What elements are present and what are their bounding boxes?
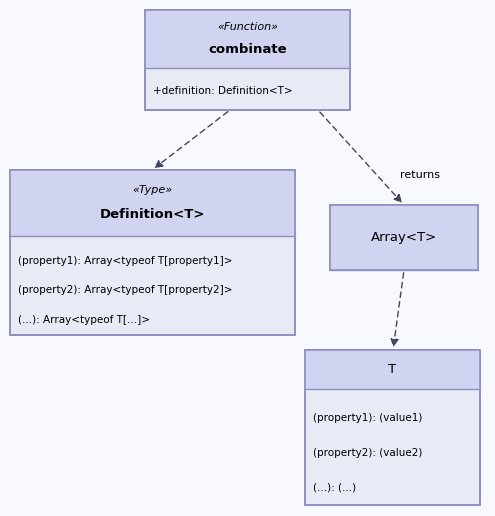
Text: (...): Array<typeof T[...]>: (...): Array<typeof T[...]> [18,315,150,325]
FancyBboxPatch shape [330,205,478,270]
FancyBboxPatch shape [145,10,350,68]
FancyBboxPatch shape [10,170,295,335]
Text: +definition: Definition<T>: +definition: Definition<T> [153,86,293,96]
Text: (...): (...): (...): (...) [313,482,356,493]
Text: T: T [389,363,396,376]
FancyBboxPatch shape [305,350,480,389]
Text: combinate: combinate [208,43,287,56]
Text: (property2): (value2): (property2): (value2) [313,448,422,458]
Text: Definition<T>: Definition<T> [100,208,205,221]
Text: «Function»: «Function» [217,22,278,33]
Text: returns: returns [400,170,440,180]
Text: Array<T>: Array<T> [371,231,437,244]
FancyBboxPatch shape [330,205,478,270]
FancyBboxPatch shape [145,10,350,110]
Text: (property1): (value1): (property1): (value1) [313,413,422,423]
Text: «Type»: «Type» [133,185,173,195]
FancyBboxPatch shape [10,170,295,236]
Text: (property2): Array<typeof T[property2]>: (property2): Array<typeof T[property2]> [18,285,233,296]
FancyBboxPatch shape [305,350,480,505]
Text: (property1): Array<typeof T[property1]>: (property1): Array<typeof T[property1]> [18,256,233,266]
